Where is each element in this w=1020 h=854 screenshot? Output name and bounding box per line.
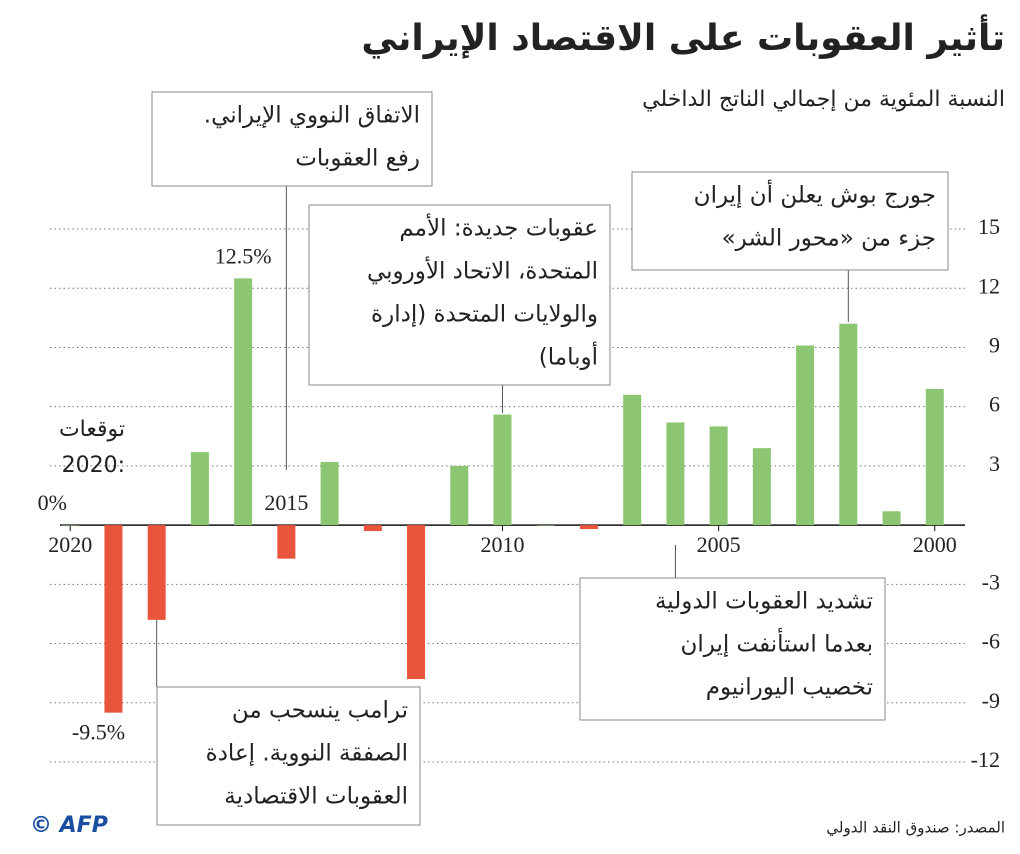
annotation-text: تخصيب اليورانيوم [706,675,873,701]
y-tick-label: 12 [978,273,1000,298]
annotation-text: تشديد العقوبات الدولية [655,589,873,615]
annotation-text: جورج بوش يعلن أن إيران [694,180,936,209]
annotation-text: بعدما استأنفت إيران [680,628,873,658]
y-tick-label: 6 [989,392,1000,417]
bar [839,323,858,526]
bar [104,525,123,713]
x-tick-label: 2005 [697,532,741,557]
y-tick-label: -6 [982,629,1000,654]
annotation-box [151,91,433,187]
bar [752,448,771,526]
bar [61,525,80,526]
bar [925,388,944,526]
annotation-text: ترامب ينسحب من [232,698,408,724]
y-tick-label: -9 [982,688,1000,713]
bar [536,525,555,526]
y-tick-label: 15 [978,214,1000,239]
bar [450,465,469,526]
x-tick-label: 2015 [264,490,308,515]
subtitle: النسبة المئوية من إجمالي الناتج الداخلي [642,87,1005,112]
value-label: 0% [38,490,67,515]
x-tick-label: 2010 [481,532,525,557]
bar [493,414,512,526]
annotation-text: رفع العقوبات [295,146,420,172]
annotation-text: المتحدة، الاتحاد الأوروبي [367,257,598,285]
bar [623,394,642,526]
y-tick-label: -12 [971,747,1000,772]
bar [882,511,901,526]
annotation-text: والولايات المتحدة (إدارة [371,302,598,328]
annotation-text: الصفقة النووية. إعادة [206,741,408,767]
annotation-box [579,577,886,721]
value-label: 12.5% [215,243,272,268]
bar [234,278,253,526]
value-label: -9.5% [72,720,125,745]
annotation-text: جزء من «محور الشر» [722,226,936,252]
forecast-note: توقعات [59,417,125,442]
bar [320,461,339,526]
y-tick-label: 3 [989,451,1000,476]
credit: © AFP [30,813,108,838]
bar [666,422,685,526]
bar [407,525,426,680]
bar [579,525,598,530]
forecast-note: :2020 [62,453,125,478]
x-tick-label: 2020 [48,532,92,557]
y-tick-label: 9 [989,332,1000,357]
annotation-text: العقوبات الاقتصادية [224,784,408,810]
annotation-box [156,686,421,826]
x-tick-label: 2000 [913,532,957,557]
annotation-text: عقوبات جديدة: الأمم [399,214,598,242]
chart-title: تأثير العقوبات على الاقتصاد الإيراني [361,14,1005,59]
bar [363,525,382,532]
annotation-text: الاتفاق النووي الإيراني. [204,103,420,129]
bar [190,452,209,526]
y-tick-label: -3 [982,569,1000,594]
bar [277,525,296,559]
annotation-box [631,171,949,271]
bar [709,426,728,526]
bar [147,525,166,620]
source: المصدر: صندوق النقد الدولي [826,819,1005,838]
annotation-text: أوباما) [539,342,598,371]
annotation-box [308,204,611,386]
bar [796,345,815,526]
